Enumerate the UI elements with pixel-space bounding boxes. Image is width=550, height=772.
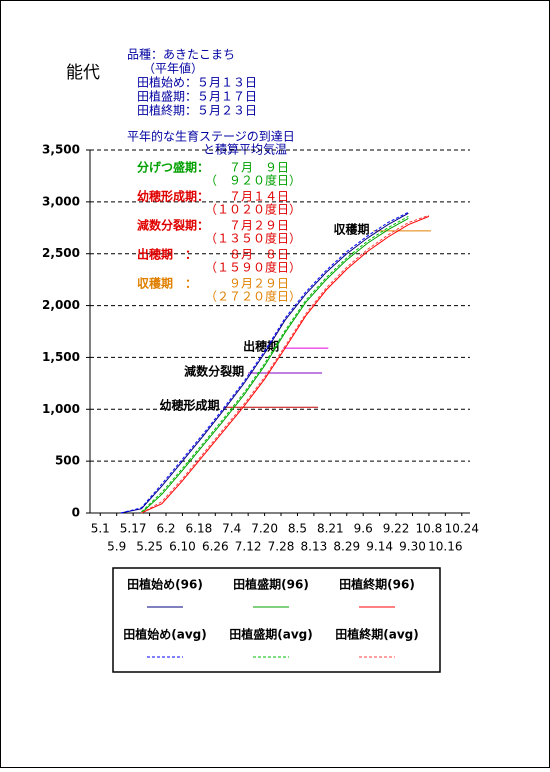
legend-label: 田植始め(avg) (123, 627, 206, 642)
series-line (141, 215, 409, 513)
stage-degree: （１５９０度日） (205, 260, 301, 275)
y-tick-label: 2,000 (42, 298, 80, 312)
stage-degree: （１０２０度日） (205, 202, 301, 217)
x-tick-label: 8.5 (288, 522, 307, 536)
stage-name: 減数分裂期： (137, 218, 209, 233)
series-line (141, 215, 430, 514)
x-tick-label: 7.28 (268, 540, 295, 554)
legend-box (112, 567, 441, 673)
y-tick-label: 500 (55, 454, 80, 468)
stage-name: 収穫期 ： (137, 276, 197, 291)
x-tick-label: 8.21 (317, 522, 344, 536)
y-tick-label: 2,500 (42, 246, 80, 260)
stage-date: ９月２９日 (229, 277, 289, 291)
x-tick-label: 9.14 (366, 540, 393, 554)
note: （平年値） (143, 61, 203, 76)
stage-label: 収穫期 (333, 221, 369, 236)
x-tick-label: 10.16 (428, 540, 462, 554)
x-tick-label: 8.29 (333, 540, 360, 554)
legend-label: 田植盛期(avg) (229, 627, 312, 642)
x-tick-label: 5.1 (91, 522, 110, 536)
series-line (120, 212, 409, 514)
x-tick-label: 5.9 (107, 540, 126, 554)
series-line (141, 218, 409, 514)
x-tick-label: 7.20 (251, 522, 278, 536)
stage-degree: （２７２０度日） (205, 289, 301, 304)
note: 田植終期：５月２３日 (137, 103, 257, 118)
stage-date: ７月１４日 (229, 190, 289, 204)
note: 品種：あきたこまち (127, 48, 235, 62)
stage-date: ８月 ８日 (229, 248, 289, 262)
x-tick-label: 6.18 (186, 522, 213, 536)
x-tick-label: 6.10 (169, 540, 196, 554)
x-tick-label: 5.25 (136, 540, 163, 554)
x-tick-label: 8.13 (301, 540, 328, 554)
series-line (141, 214, 430, 514)
stage-degree: （ ９２０度日） (205, 173, 301, 188)
y-tick-label: 3,000 (42, 194, 80, 208)
title: 能代 (66, 63, 100, 83)
x-tick-label: 7.4 (222, 522, 241, 536)
legend-label: 田植終期(96) (339, 577, 415, 592)
stage-label: 幼穂形成期 (159, 398, 219, 413)
x-tick-label: 9.30 (399, 540, 426, 554)
y-tick-label: 3,500 (42, 143, 80, 157)
x-tick-label: 7.12 (235, 540, 262, 554)
x-tick-label: 6.2 (156, 522, 175, 536)
subtitle: 平年的な生育ステージの到達日 (127, 129, 295, 144)
x-tick-label: 9.22 (383, 522, 410, 536)
series-line (120, 211, 409, 514)
note: 田植盛期：５月１７日 (137, 89, 257, 104)
note: 田植始め：５月１３日 (137, 75, 257, 90)
stage-date: ７月 ９日 (229, 161, 289, 175)
x-tick-label: 5.17 (120, 522, 147, 536)
stage-degree: （１３５０度日） (205, 231, 301, 246)
x-tick-label: 10.24 (445, 522, 479, 536)
stage-label: 減数分裂期 (184, 363, 244, 378)
x-tick-label: 9.6 (354, 522, 373, 536)
y-tick-label: 1,000 (42, 402, 80, 416)
legend-label: 田植始め(96) (127, 577, 203, 592)
x-tick-label: 6.26 (202, 540, 229, 554)
stage-name: 幼穂形成期： (137, 189, 209, 204)
legend-label: 田植終期(avg) (335, 627, 418, 642)
stage-name: 出穂期 ： (137, 247, 197, 262)
stage-name: 分げつ盛期： (137, 160, 209, 175)
stage-date: ７月２９日 (229, 219, 289, 233)
x-tick-label: 10.8 (416, 522, 443, 536)
y-tick-label: 0 (72, 506, 80, 520)
y-tick-label: 1,500 (42, 350, 80, 364)
legend-label: 田植盛期(96) (233, 577, 309, 592)
subtitle: と積算平均気温 (203, 142, 287, 157)
